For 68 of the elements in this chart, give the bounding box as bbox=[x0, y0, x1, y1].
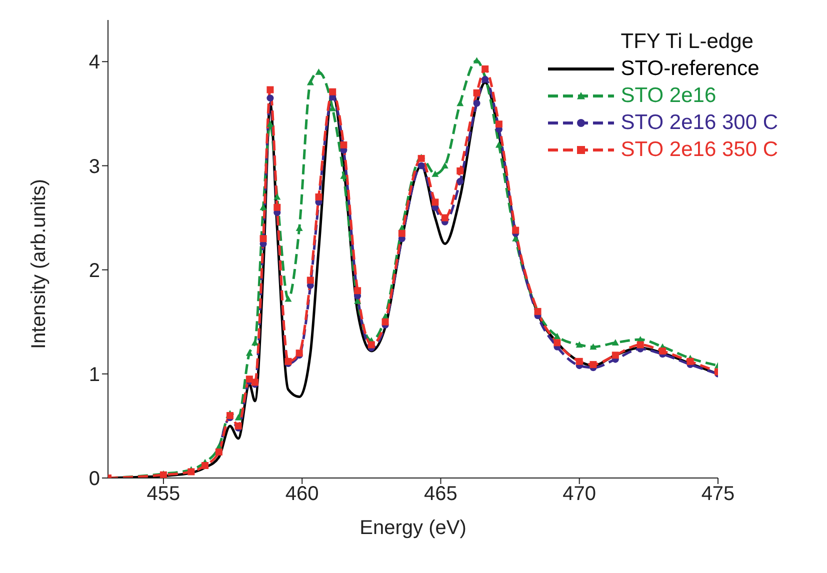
point bbox=[636, 341, 644, 348]
point bbox=[590, 343, 597, 350]
legend-label: STO 2e16 bbox=[620, 83, 716, 109]
point bbox=[612, 352, 619, 359]
point bbox=[266, 86, 274, 94]
point bbox=[266, 94, 274, 102]
x-tick-label: 470 bbox=[562, 483, 596, 506]
point bbox=[441, 214, 448, 222]
point bbox=[329, 104, 336, 112]
point bbox=[482, 76, 489, 83]
point bbox=[398, 230, 406, 237]
point bbox=[495, 120, 502, 128]
point bbox=[368, 341, 375, 348]
point bbox=[473, 89, 480, 96]
point bbox=[456, 100, 464, 106]
point bbox=[284, 295, 292, 302]
point bbox=[234, 414, 242, 420]
point bbox=[382, 318, 389, 326]
y-tick-label: 2 bbox=[88, 260, 100, 282]
point bbox=[340, 141, 348, 148]
point bbox=[576, 358, 583, 365]
point bbox=[284, 358, 292, 365]
x-tick-label: 455 bbox=[146, 483, 180, 506]
point bbox=[612, 339, 619, 346]
point bbox=[590, 361, 597, 368]
y-tick-label: 4 bbox=[88, 52, 100, 74]
point bbox=[554, 332, 561, 340]
point bbox=[306, 276, 314, 284]
y-tick-label: 1 bbox=[88, 364, 100, 386]
point bbox=[512, 226, 520, 234]
point bbox=[251, 339, 258, 346]
point bbox=[418, 162, 425, 170]
point bbox=[188, 468, 195, 476]
point bbox=[260, 235, 267, 242]
point bbox=[266, 120, 274, 127]
point bbox=[432, 170, 439, 177]
y-axis-title: Intensity (arb.units) bbox=[28, 178, 50, 349]
point bbox=[260, 204, 267, 210]
x-axis-title: Energy (eV) bbox=[360, 517, 466, 539]
legend-label: STO 2e16 300 C bbox=[620, 110, 778, 136]
point bbox=[576, 341, 583, 348]
legend-label: STO 2e16 350 C bbox=[620, 137, 778, 163]
point bbox=[274, 193, 281, 200]
point bbox=[329, 88, 336, 96]
point bbox=[234, 422, 242, 430]
point bbox=[432, 198, 439, 206]
point bbox=[246, 350, 253, 356]
point bbox=[306, 78, 314, 86]
x-tick-label: 465 bbox=[424, 483, 458, 506]
y-tick-label: 3 bbox=[88, 156, 100, 178]
legend-title: TFY Ti L-edge bbox=[620, 29, 754, 55]
point bbox=[495, 141, 502, 148]
point bbox=[202, 462, 209, 470]
legend-label: STO-reference bbox=[620, 56, 760, 82]
point bbox=[554, 339, 561, 346]
x-tick-label: 460 bbox=[285, 483, 319, 506]
point bbox=[456, 178, 464, 185]
point bbox=[441, 162, 448, 169]
point bbox=[482, 65, 489, 72]
y-tick-label: 0 bbox=[88, 468, 100, 490]
point bbox=[659, 348, 666, 355]
point bbox=[315, 193, 322, 200]
point bbox=[456, 167, 464, 174]
point bbox=[686, 358, 694, 365]
x-tick-label: 475 bbox=[701, 483, 735, 506]
point bbox=[473, 100, 480, 107]
point bbox=[274, 204, 281, 211]
point bbox=[354, 287, 362, 294]
